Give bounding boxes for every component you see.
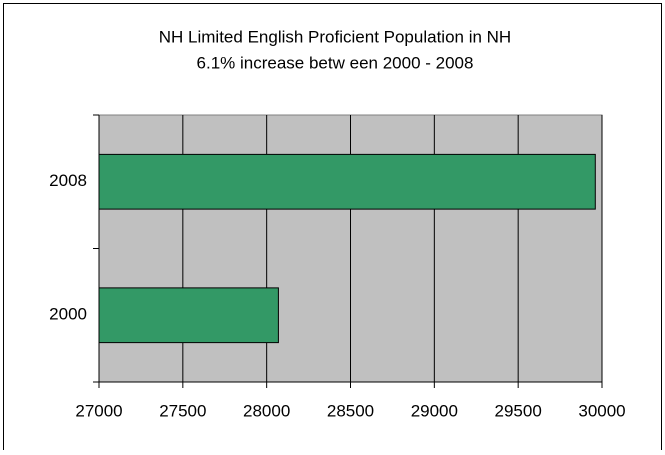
y-tick-label: 2000	[49, 305, 87, 324]
x-tick-label: 28000	[243, 401, 290, 420]
x-tick-label: 27500	[159, 401, 206, 420]
chart-title: NH Limited English Proficient Population…	[159, 27, 511, 46]
x-tick-label: 27000	[75, 401, 122, 420]
chart-subtitle: 6.1% increase betw een 2000 - 2008	[197, 53, 474, 72]
x-tick-label: 29000	[411, 401, 458, 420]
bar	[98, 287, 279, 344]
bar	[98, 153, 596, 210]
y-tick-label: 2008	[49, 171, 87, 190]
x-tick-label: 30000	[578, 401, 625, 420]
x-tick-label: 29500	[495, 401, 542, 420]
x-tick-label: 28500	[327, 401, 374, 420]
